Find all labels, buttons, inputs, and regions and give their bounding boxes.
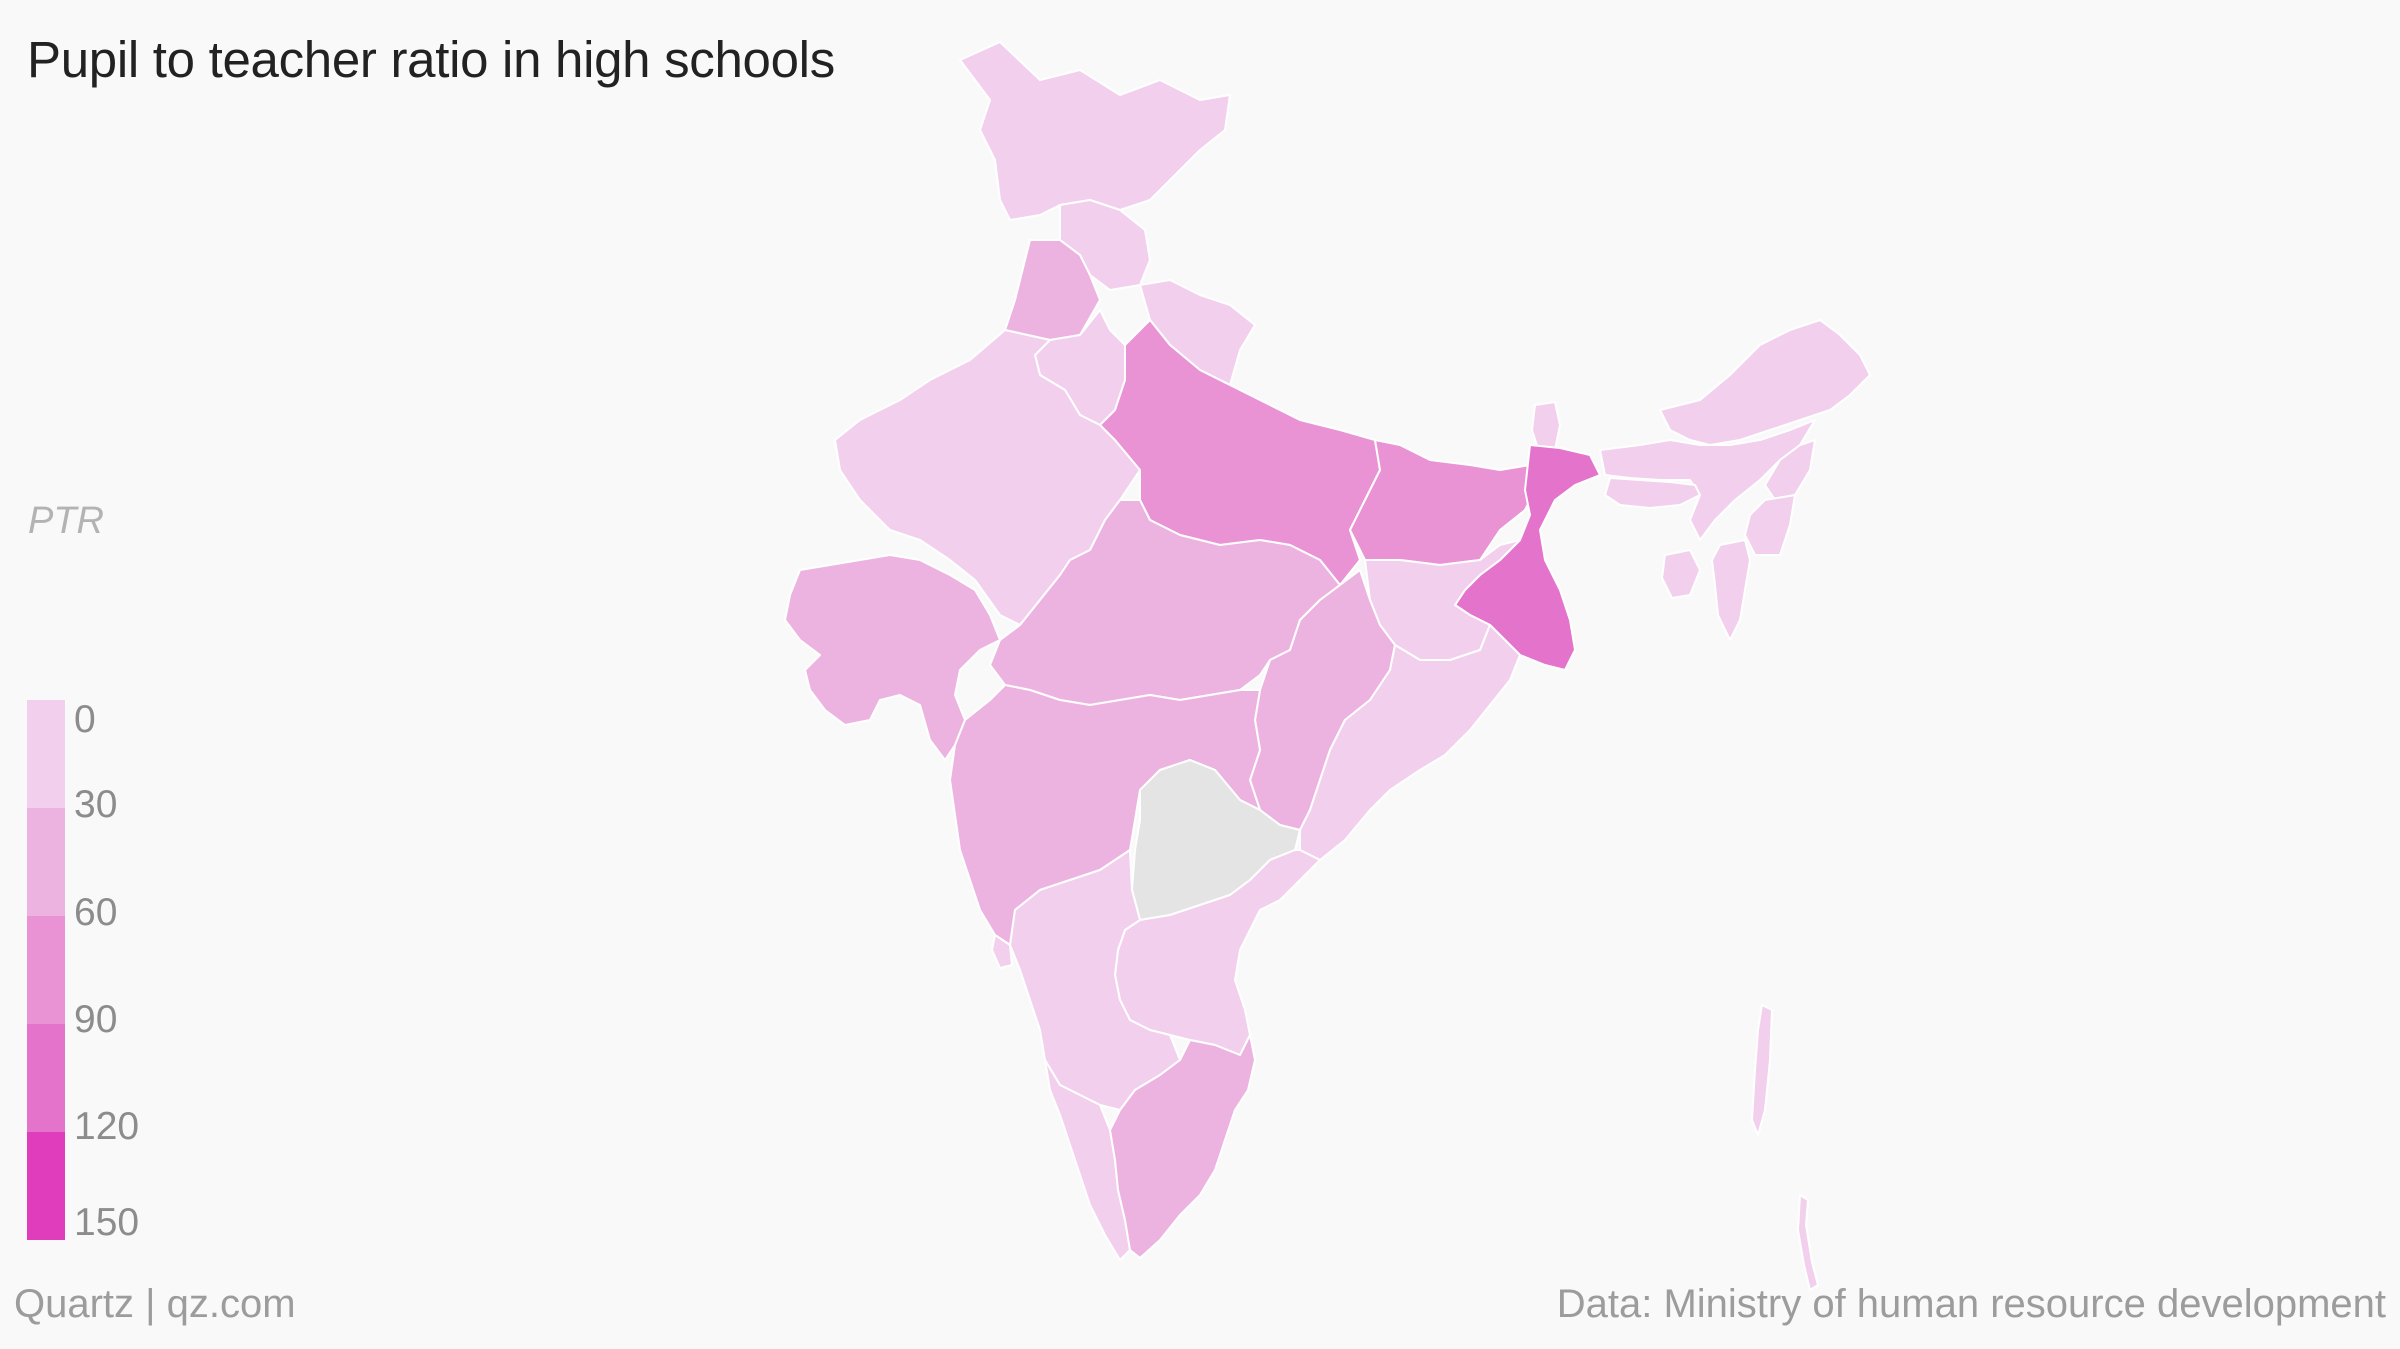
state-nagaland[interactable] bbox=[1764, 439, 1816, 501]
state-assam[interactable] bbox=[1599, 419, 1816, 541]
legend-label-120: 120 bbox=[74, 1105, 140, 1148]
legend-label-60: 60 bbox=[74, 891, 118, 934]
legend-swatch-3 bbox=[27, 1024, 65, 1132]
legend-title: PTR bbox=[28, 500, 104, 542]
state-bihar[interactable] bbox=[1349, 439, 1536, 566]
state-jammu-kashmir[interactable] bbox=[959, 41, 1231, 221]
state-gujarat[interactable] bbox=[784, 554, 1001, 761]
legend-label-30: 30 bbox=[74, 783, 118, 826]
state-goa[interactable] bbox=[991, 934, 1013, 969]
state-meghalaya[interactable] bbox=[1604, 477, 1701, 509]
state-punjab[interactable] bbox=[1004, 239, 1101, 341]
state-mizoram[interactable] bbox=[1711, 539, 1751, 641]
footer-data-source: Data: Ministry of human resource develop… bbox=[1556, 1282, 2386, 1326]
legend-swatch-4 bbox=[27, 1132, 65, 1240]
state-uttar-pradesh[interactable] bbox=[1099, 319, 1381, 586]
state-tamil-nadu[interactable] bbox=[1109, 1034, 1256, 1259]
legend-label-150: 150 bbox=[74, 1201, 140, 1244]
territory-andaman-nicobar[interactable] bbox=[1751, 1004, 1773, 1136]
legend-swatch-1 bbox=[27, 808, 65, 916]
legend-swatch-2 bbox=[27, 916, 65, 1024]
state-arunachal-pradesh[interactable] bbox=[1659, 319, 1871, 446]
state-karnataka[interactable] bbox=[1009, 849, 1181, 1111]
state-manipur[interactable] bbox=[1744, 494, 1796, 556]
legend: 0 30 60 90 120 150 bbox=[27, 700, 139, 1242]
state-tripura[interactable] bbox=[1661, 549, 1701, 599]
state-odisha[interactable] bbox=[1299, 624, 1521, 861]
footer-source-brand: Quartz | qz.com bbox=[14, 1282, 296, 1326]
legend-swatch-0 bbox=[27, 700, 65, 808]
legend-label-0: 0 bbox=[74, 698, 96, 741]
chart-title: Pupil to teacher ratio in high schools bbox=[27, 31, 835, 88]
legend-label-90: 90 bbox=[74, 998, 118, 1041]
territory-nicobar-islands[interactable] bbox=[1797, 1194, 1819, 1291]
